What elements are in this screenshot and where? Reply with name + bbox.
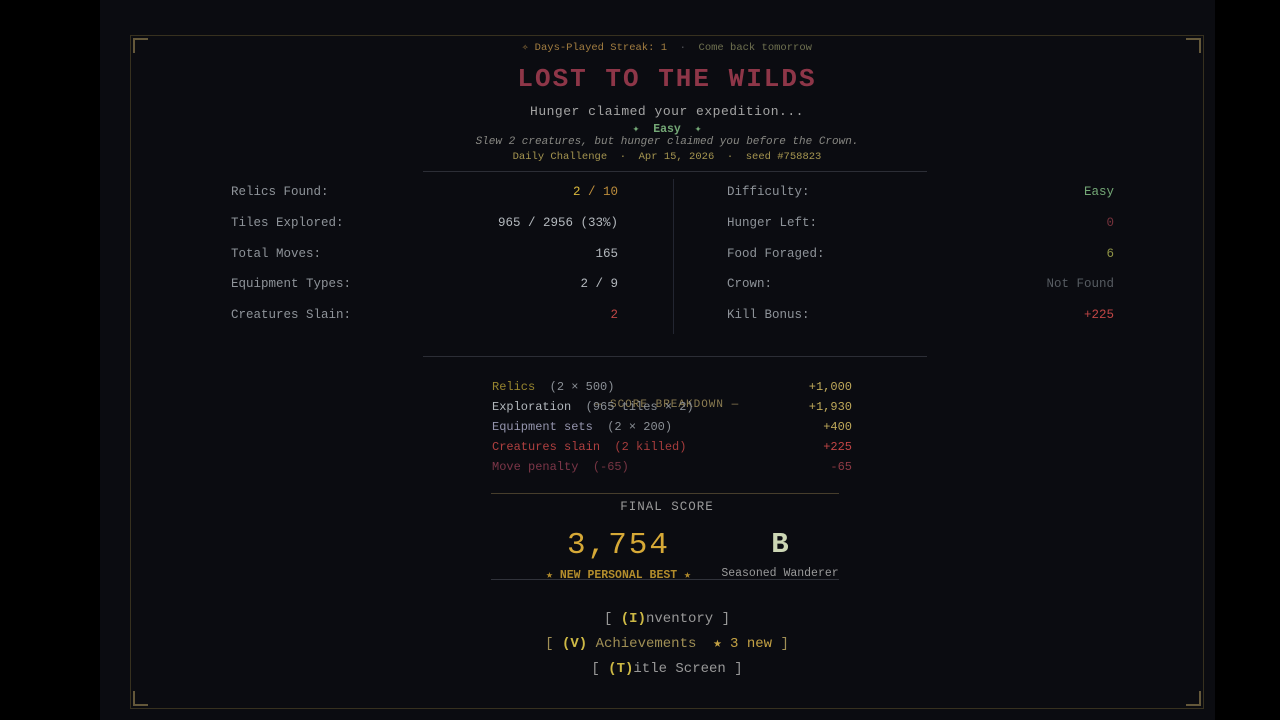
- stat-value: Easy: [1083, 185, 1114, 200]
- run-meta-line: Daily Challenge · Apr 15, 2026 · seed #7…: [512, 151, 822, 163]
- divider: [423, 171, 927, 172]
- frame-corner-icon: [1186, 38, 1201, 53]
- stat-label: Hunger Left:: [727, 216, 818, 231]
- stat-value: 2: [610, 308, 618, 323]
- breakdown-value: +1,000: [808, 380, 852, 394]
- score-breakdown-heading: — SCORE BREAKDOWN —: [594, 399, 740, 411]
- grade-letter: B: [771, 528, 789, 561]
- breakdown-label: Exploration (965 tiles × 2): [492, 400, 694, 414]
- frame-corner-icon: [1186, 691, 1201, 706]
- frame-corner-icon: [133, 38, 148, 53]
- streak-note: Come back tomorrow: [698, 42, 812, 54]
- breakdown-value: +1,930: [808, 400, 852, 414]
- final-score-block: 3,754 ★ NEW PERSONAL BEST ★: [491, 528, 746, 582]
- stat-label: Total Moves:: [231, 246, 322, 261]
- stat-value: 0: [1106, 216, 1114, 231]
- streak-banner: ✧ Days-Played Streak: 1 · Come back tomo…: [131, 41, 1203, 54]
- grade-block: B Seasoned Wanderer: [691, 528, 869, 581]
- stat-row-creatures: Creatures Slain: 2: [231, 300, 618, 331]
- breakdown-label: Creatures slain (2 killed): [492, 440, 687, 454]
- inventory-button[interactable]: [ (I)nventory ]: [604, 606, 730, 631]
- breakdown-value: -65: [830, 460, 852, 474]
- stat-row-kill-bonus: Kill Bonus: +225: [727, 300, 1114, 331]
- new-personal-best-badge: ★ NEW PERSONAL BEST ★: [546, 569, 691, 582]
- breakdown-row-move-penalty: Move penalty (-65) -65: [492, 457, 852, 477]
- stat-row-relics: Relics Found: 2 / 10: [231, 177, 618, 208]
- stat-row-food: Food Foraged: 6: [727, 238, 1114, 269]
- breakdown-label: Move penalty (-65): [492, 460, 629, 474]
- game-stage: ✧ Days-Played Streak: 1 · Come back tomo…: [100, 0, 1215, 720]
- stat-row-crown: Crown: Not Found: [727, 269, 1114, 300]
- breakdown-row-relics: Relics (2 × 500) +1,000: [492, 377, 852, 397]
- stat-value: 965 / 2956 (33%): [497, 216, 618, 231]
- stat-value: 2 / 9: [580, 277, 618, 292]
- streak-label: Days-Played Streak: 1: [528, 42, 667, 54]
- stats-column-divider: [673, 179, 674, 334]
- stat-value: 2 / 10: [572, 185, 618, 200]
- streak-separator: ·: [667, 42, 699, 54]
- breakdown-label: Equipment sets (2 × 200): [492, 420, 673, 434]
- stat-row-equipment: Equipment Types: 2 / 9: [231, 269, 618, 300]
- stat-label: Crown:: [727, 277, 773, 292]
- stat-row-hunger: Hunger Left: 0: [727, 208, 1114, 239]
- stat-label: Food Foraged:: [727, 246, 825, 261]
- stat-label: Creatures Slain:: [231, 308, 352, 323]
- title-screen-button[interactable]: [ (T)itle Screen ]: [591, 656, 742, 681]
- stats-column-right: Difficulty: Easy Hunger Left: 0 Food For…: [727, 177, 1114, 330]
- breakdown-value: +400: [823, 420, 852, 434]
- breakdown-row-equipment: Equipment sets (2 × 200) +400: [492, 417, 852, 437]
- stat-row-tiles: Tiles Explored: 965 / 2956 (33%): [231, 208, 618, 239]
- grade-title: Seasoned Wanderer: [721, 567, 839, 580]
- stat-label: Difficulty:: [727, 185, 810, 200]
- stat-value: 165: [595, 246, 618, 261]
- stat-row-difficulty: Difficulty: Easy: [727, 177, 1114, 208]
- final-score-heading: FINAL SCORE: [620, 500, 714, 514]
- stat-label: Equipment Types:: [231, 277, 352, 292]
- run-epitaph: Slew 2 creatures, but hunger claimed you…: [475, 136, 859, 148]
- stat-row-moves: Total Moves: 165: [231, 238, 618, 269]
- score-breakdown-list: Relics (2 × 500) +1,000 Exploration (965…: [492, 377, 852, 477]
- stat-value: +225: [1083, 308, 1114, 323]
- final-score-value: 3,754: [566, 528, 670, 563]
- breakdown-row-exploration: Exploration (965 tiles × 2) +1,930: [492, 397, 852, 417]
- death-cause-subtitle: Hunger claimed your expedition...: [530, 104, 804, 119]
- command-menu: [ (I)nventory ] [ (V) Achievements ★ 3 n…: [131, 606, 1203, 681]
- difficulty-banner: ✦ Easy ✦: [632, 123, 702, 136]
- stat-label: Tiles Explored:: [231, 216, 344, 231]
- frame-corner-icon: [133, 691, 148, 706]
- breakdown-label: Relics (2 × 500): [492, 380, 615, 394]
- streak-diamond-icon: ✧: [522, 42, 529, 54]
- divider: [491, 579, 839, 580]
- stat-value: Not Found: [1046, 277, 1114, 292]
- breakdown-row-creatures: Creatures slain (2 killed) +225: [492, 437, 852, 457]
- stat-label: Relics Found:: [231, 185, 329, 200]
- stats-column-left: Relics Found: 2 / 10 Tiles Explored: 965…: [231, 177, 618, 330]
- divider: [491, 493, 839, 494]
- divider: [423, 356, 927, 357]
- game-over-panel: ✧ Days-Played Streak: 1 · Come back tomo…: [130, 35, 1204, 709]
- breakdown-value: +225: [823, 440, 852, 454]
- stat-value: 6: [1106, 246, 1114, 261]
- achievements-button[interactable]: [ (V) Achievements ★ 3 new ]: [545, 631, 789, 656]
- stat-label: Kill Bonus:: [727, 308, 810, 323]
- game-over-title: LOST TO THE WILDS: [517, 64, 817, 94]
